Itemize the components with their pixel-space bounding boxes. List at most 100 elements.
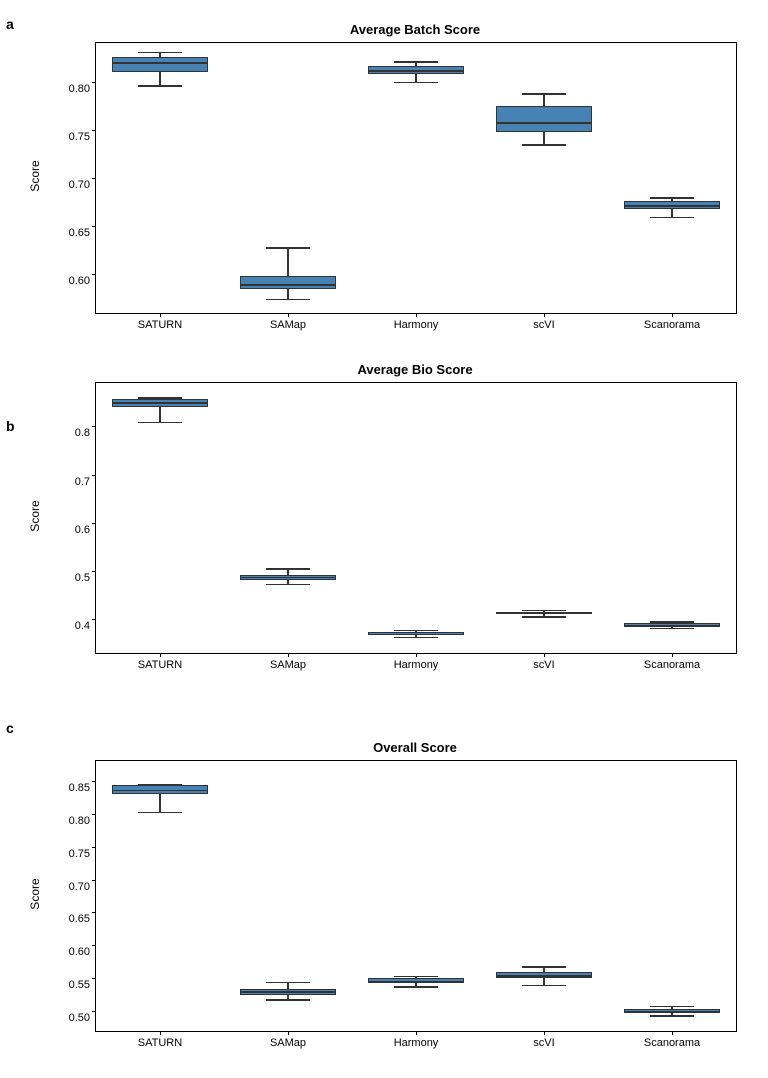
x-tick-mark	[160, 313, 161, 317]
whisker-cap	[138, 784, 183, 786]
whisker-cap	[266, 568, 311, 570]
y-tick-mark	[92, 475, 96, 476]
whisker-cap	[394, 630, 439, 632]
panel-label-a: a	[6, 16, 14, 32]
y-tick-mark	[92, 978, 96, 979]
y-tick-label: 0.75	[69, 131, 96, 143]
whisker-line	[159, 72, 161, 86]
whisker-cap	[138, 52, 183, 54]
whisker-cap	[650, 1006, 695, 1008]
boxplot-median	[112, 402, 208, 404]
y-tick-mark	[92, 781, 96, 782]
x-tick-mark	[672, 1031, 673, 1035]
y-tick-label: 0.8	[75, 427, 96, 439]
whisker-line	[415, 74, 417, 82]
y-tick-mark	[92, 912, 96, 913]
y-tick-label: 0.5	[75, 572, 96, 584]
figure-root: a 0.600.650.700.750.80SATURNSAMapHarmonys…	[0, 0, 768, 1078]
y-tick-label: 0.80	[69, 815, 96, 827]
whisker-cap	[138, 812, 183, 814]
whisker-line	[159, 794, 161, 812]
x-tick-mark	[416, 1031, 417, 1035]
y-tick-label: 0.70	[69, 179, 96, 191]
panel-label-c: c	[6, 720, 14, 736]
y-tick-mark	[92, 945, 96, 946]
whisker-cap	[266, 982, 311, 984]
boxplot-median	[240, 991, 336, 993]
y-tick-label: 0.80	[69, 83, 96, 95]
y-tick-mark	[92, 880, 96, 881]
x-tick-mark	[416, 653, 417, 657]
whisker-cap	[266, 247, 311, 249]
plot-area-c: 0.500.550.600.650.700.750.800.85SATURNSA…	[95, 760, 737, 1032]
whisker-cap	[138, 397, 183, 399]
y-tick-mark	[92, 82, 96, 83]
y-tick-mark	[92, 178, 96, 179]
whisker-cap	[394, 986, 439, 988]
y-axis-label-b: Score	[28, 486, 42, 546]
y-tick-mark	[92, 523, 96, 524]
x-tick-mark	[672, 653, 673, 657]
boxplot-median	[112, 62, 208, 64]
boxplot-median	[112, 790, 208, 792]
boxplot-box	[240, 276, 336, 289]
y-tick-label: 0.75	[69, 848, 96, 860]
whisker-cap	[522, 144, 567, 146]
y-tick-mark	[92, 814, 96, 815]
x-tick-mark	[288, 313, 289, 317]
whisker-cap	[394, 82, 439, 84]
whisker-cap	[522, 966, 567, 968]
whisker-line	[671, 209, 673, 217]
y-tick-mark	[92, 847, 96, 848]
plot-title-b: Average Bio Score	[95, 362, 735, 377]
y-tick-label: 0.65	[69, 913, 96, 925]
whisker-cap	[394, 637, 439, 639]
boxplot-box	[496, 106, 592, 132]
x-tick-mark	[544, 1031, 545, 1035]
whisker-cap	[266, 299, 311, 301]
y-axis-label-c: Score	[28, 864, 42, 924]
whisker-cap	[522, 616, 567, 618]
x-tick-mark	[160, 653, 161, 657]
boxplot-median	[496, 975, 592, 977]
whisker-line	[543, 93, 545, 106]
whisker-cap	[522, 985, 567, 987]
y-tick-label: 0.4	[75, 620, 96, 632]
y-tick-mark	[92, 226, 96, 227]
whisker-cap	[522, 610, 567, 612]
y-tick-mark	[92, 619, 96, 620]
y-tick-label: 0.60	[69, 275, 96, 287]
whisker-cap	[266, 584, 311, 586]
y-tick-mark	[92, 1011, 96, 1012]
whisker-cap	[266, 999, 311, 1001]
whisker-cap	[394, 976, 439, 978]
plot-title-c: Overall Score	[95, 740, 735, 755]
whisker-line	[159, 407, 161, 421]
x-tick-mark	[288, 1031, 289, 1035]
x-tick-mark	[416, 313, 417, 317]
x-tick-mark	[544, 313, 545, 317]
boxplot-median	[496, 122, 592, 124]
y-tick-label: 0.6	[75, 524, 96, 536]
whisker-cap	[522, 93, 567, 95]
boxplot-median	[624, 205, 720, 207]
whisker-cap	[650, 1015, 695, 1017]
x-tick-mark	[288, 653, 289, 657]
plot-area-a: 0.600.650.700.750.80SATURNSAMapHarmonysc…	[95, 42, 737, 314]
plot-title-a: Average Batch Score	[95, 22, 735, 37]
whisker-line	[287, 247, 289, 276]
y-tick-mark	[92, 274, 96, 275]
y-tick-label: 0.85	[69, 782, 96, 794]
plot-area-b: 0.40.50.60.70.8SATURNSAMapHarmonyscVISca…	[95, 382, 737, 654]
boxplot-median	[368, 70, 464, 72]
y-axis-label-a: Score	[28, 146, 42, 206]
whisker-cap	[650, 628, 695, 630]
y-tick-label: 0.70	[69, 881, 96, 893]
y-tick-label: 0.50	[69, 1012, 96, 1024]
whisker-cap	[650, 621, 695, 623]
y-tick-label: 0.7	[75, 476, 96, 488]
boxplot-median	[240, 577, 336, 579]
whisker-line	[543, 978, 545, 985]
panel-label-b: b	[6, 418, 15, 434]
whisker-cap	[394, 61, 439, 63]
